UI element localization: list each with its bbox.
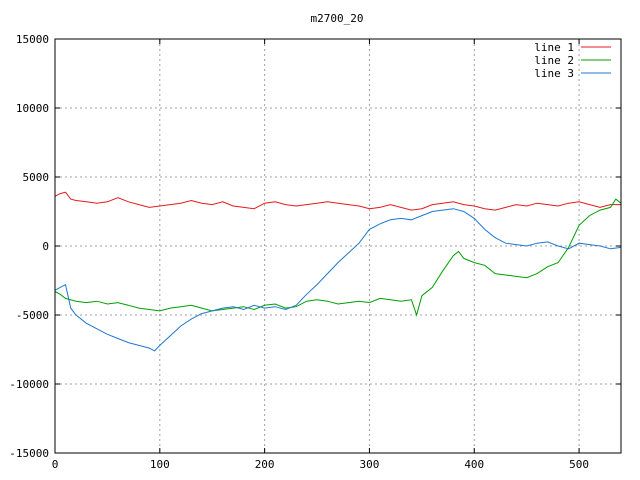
- x-tick-label: 400: [464, 458, 484, 471]
- chart-title: m2700_20: [311, 12, 364, 25]
- series-layer: [54, 191, 622, 352]
- x-tick-label: 100: [150, 458, 170, 471]
- x-tick-label: 200: [255, 458, 275, 471]
- series-line-1: [54, 191, 621, 211]
- series-line-3: [54, 208, 622, 352]
- legend-label-1: line 1: [534, 41, 574, 54]
- x-tick-label: 300: [360, 458, 380, 471]
- grid: [55, 39, 621, 453]
- y-tick-label: 15000: [16, 33, 49, 46]
- x-tick-label: 0: [52, 458, 59, 471]
- series-line-2: [54, 198, 622, 317]
- y-tick-label: -5000: [16, 309, 49, 322]
- y-tick-label: 10000: [16, 102, 49, 115]
- x-tick-label: 500: [569, 458, 589, 471]
- y-tick-label: -15000: [9, 447, 49, 460]
- y-tick-label: 5000: [23, 171, 50, 184]
- y-tick-label: -10000: [9, 378, 49, 391]
- ticks: 0 100 200 300 400 500 -15000 -10000 -5000 0 5000 10…: [9, 33, 621, 471]
- legend-label-2: line 2: [534, 54, 574, 67]
- legend-label-3: line 3: [534, 67, 574, 80]
- y-tick-label: 0: [42, 240, 49, 253]
